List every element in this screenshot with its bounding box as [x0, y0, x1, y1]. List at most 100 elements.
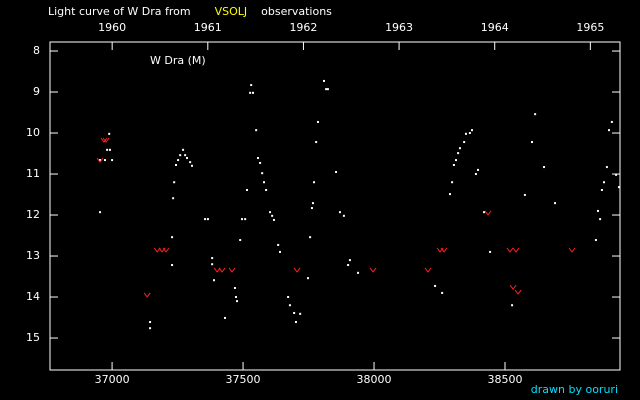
fainter-than-mark — [568, 247, 576, 253]
data-point — [463, 141, 466, 144]
data-point — [189, 161, 192, 164]
data-point — [474, 173, 477, 176]
x-tick-label: 37000 — [95, 373, 130, 386]
data-point — [599, 218, 602, 221]
x-tick-label: 38000 — [357, 373, 392, 386]
data-point — [523, 193, 526, 196]
fainter-than-mark — [440, 247, 448, 253]
data-point — [348, 259, 351, 262]
data-point — [256, 157, 259, 160]
data-point — [239, 239, 242, 242]
fainter-than-mark — [369, 267, 377, 273]
y-tick-label: 15 — [26, 331, 40, 344]
y-tick-label: 8 — [33, 44, 40, 57]
data-point — [530, 141, 533, 144]
data-point — [99, 159, 102, 162]
data-point — [313, 181, 316, 184]
data-point — [600, 189, 603, 192]
fainter-than-mark — [293, 267, 301, 273]
credit: drawn by ooruri — [531, 383, 618, 396]
title-source: VSOLJ — [215, 5, 248, 18]
data-point — [470, 129, 473, 132]
data-point — [265, 189, 268, 192]
data-point — [342, 214, 345, 217]
data-point — [457, 152, 460, 155]
data-point — [287, 296, 290, 299]
fainter-than-mark — [153, 247, 161, 253]
data-point — [451, 181, 454, 184]
y-tick-label: 10 — [26, 126, 40, 139]
fainter-than-mark — [484, 210, 492, 216]
title-text: Light curve of W Dra from — [48, 5, 191, 18]
data-point — [326, 88, 329, 91]
data-point — [322, 79, 325, 82]
data-point — [338, 211, 341, 214]
data-point — [99, 211, 102, 214]
data-point — [315, 141, 318, 144]
data-point — [211, 257, 214, 260]
data-point — [596, 209, 599, 212]
fainter-than-mark — [424, 267, 432, 273]
fainter-than-mark — [213, 267, 221, 273]
data-point — [185, 157, 188, 160]
fainter-than-mark — [514, 289, 522, 295]
data-point — [204, 218, 207, 221]
plot-frame — [49, 41, 621, 371]
data-point — [325, 88, 328, 91]
data-point — [173, 181, 176, 184]
data-point — [255, 129, 258, 132]
data-point — [250, 84, 253, 87]
data-point — [489, 250, 492, 253]
fainter-than-mark — [512, 247, 520, 253]
x-tick-label: 37500 — [226, 373, 261, 386]
data-point — [212, 279, 215, 282]
data-point — [452, 164, 455, 166]
data-point — [310, 207, 313, 210]
data-point — [534, 113, 537, 116]
data-point — [617, 186, 620, 189]
fainter-than-mark — [162, 247, 170, 253]
data-point — [106, 148, 109, 151]
data-point — [288, 304, 291, 307]
data-point — [244, 218, 247, 221]
data-point — [299, 312, 302, 315]
data-point — [223, 316, 226, 319]
data-point — [610, 120, 613, 123]
y-tick-label: 9 — [33, 85, 40, 98]
data-point — [347, 264, 350, 267]
x2-tick-label: 1964 — [481, 21, 509, 34]
y-tick-label: 12 — [26, 208, 40, 221]
fainter-than-mark — [228, 267, 236, 273]
x2-tick-label: 1962 — [289, 21, 317, 34]
fainter-than-mark — [100, 137, 108, 143]
data-point — [594, 239, 597, 242]
data-point — [111, 159, 114, 162]
fainter-than-mark — [143, 292, 151, 298]
x2-tick-label: 1965 — [576, 21, 604, 34]
data-point — [179, 154, 182, 157]
data-point — [206, 218, 209, 221]
y-tick-label: 14 — [26, 290, 40, 303]
data-point — [184, 154, 187, 157]
fainter-than-mark — [509, 284, 517, 291]
data-point — [335, 170, 338, 173]
x2-tick-label: 1961 — [194, 21, 222, 34]
data-point — [464, 132, 467, 135]
data-point — [554, 202, 557, 205]
fainter-than-mark — [102, 137, 110, 143]
chart-title: Light curve of W Dra from VSOLJ observatio… — [48, 5, 332, 18]
data-point — [543, 166, 546, 169]
data-point — [108, 148, 111, 151]
data-point — [252, 91, 255, 94]
data-point — [455, 159, 458, 162]
data-point — [511, 304, 514, 307]
data-point — [261, 172, 264, 175]
data-point — [483, 211, 486, 214]
x2-tick-label: 1960 — [98, 21, 126, 34]
fainter-than-mark — [96, 157, 104, 163]
fainter-than-mark — [218, 267, 226, 273]
data-point — [434, 284, 437, 287]
data-point — [272, 218, 275, 221]
data-point — [605, 166, 608, 169]
data-point — [211, 263, 214, 266]
